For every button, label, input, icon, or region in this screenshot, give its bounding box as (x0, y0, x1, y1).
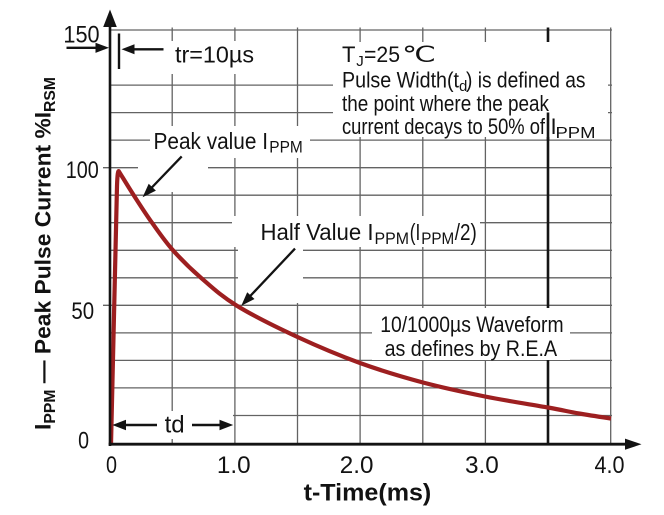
svg-text:/2): /2) (455, 219, 477, 245)
svg-text:t-Time(ms): t-Time(ms) (304, 479, 432, 506)
svg-text:PPM: PPM (269, 139, 303, 157)
svg-text:) is defined as: ) is defined as (466, 67, 586, 92)
svg-text:℃: ℃ (402, 42, 436, 67)
svg-text:J: J (356, 53, 364, 70)
svg-text:100: 100 (66, 157, 99, 184)
svg-text:td: td (165, 411, 185, 438)
svg-text:the point where the peak: the point where the peak (342, 91, 550, 116)
svg-text:PPM: PPM (421, 230, 454, 248)
svg-text:=25: =25 (364, 42, 400, 67)
svg-text:I: I (551, 114, 557, 139)
svg-text:150: 150 (63, 22, 99, 49)
svg-text:50: 50 (71, 298, 94, 325)
svg-text:10/1000µs Waveform: 10/1000µs Waveform (380, 312, 563, 337)
svg-text:2.0: 2.0 (340, 452, 374, 479)
svg-text:current decays to 50% of: current decays to 50% of (342, 114, 546, 139)
svg-text:PPM: PPM (556, 125, 596, 142)
svg-text:0: 0 (106, 452, 117, 479)
svg-text:Half Value I: Half Value I (261, 219, 374, 245)
svg-text:d: d (459, 78, 467, 95)
svg-text:Pulse Width(t: Pulse Width(t (342, 67, 459, 92)
svg-text:0: 0 (78, 428, 89, 455)
svg-text:IPPM — Peak Pulse Current %IR: IPPM — Peak Pulse Current %IRSM (31, 77, 60, 430)
svg-text:4.0: 4.0 (595, 452, 625, 479)
svg-text:Peak value I: Peak value I (154, 128, 269, 154)
svg-text:PPM: PPM (375, 230, 410, 248)
svg-text:(I: (I (410, 219, 421, 245)
svg-text:as defines by R.E.A: as defines by R.E.A (385, 336, 557, 361)
svg-text:T: T (342, 42, 355, 67)
svg-text:1.0: 1.0 (217, 452, 251, 479)
svg-text:3.0: 3.0 (465, 452, 499, 479)
svg-text:tr=10µs: tr=10µs (175, 42, 254, 68)
